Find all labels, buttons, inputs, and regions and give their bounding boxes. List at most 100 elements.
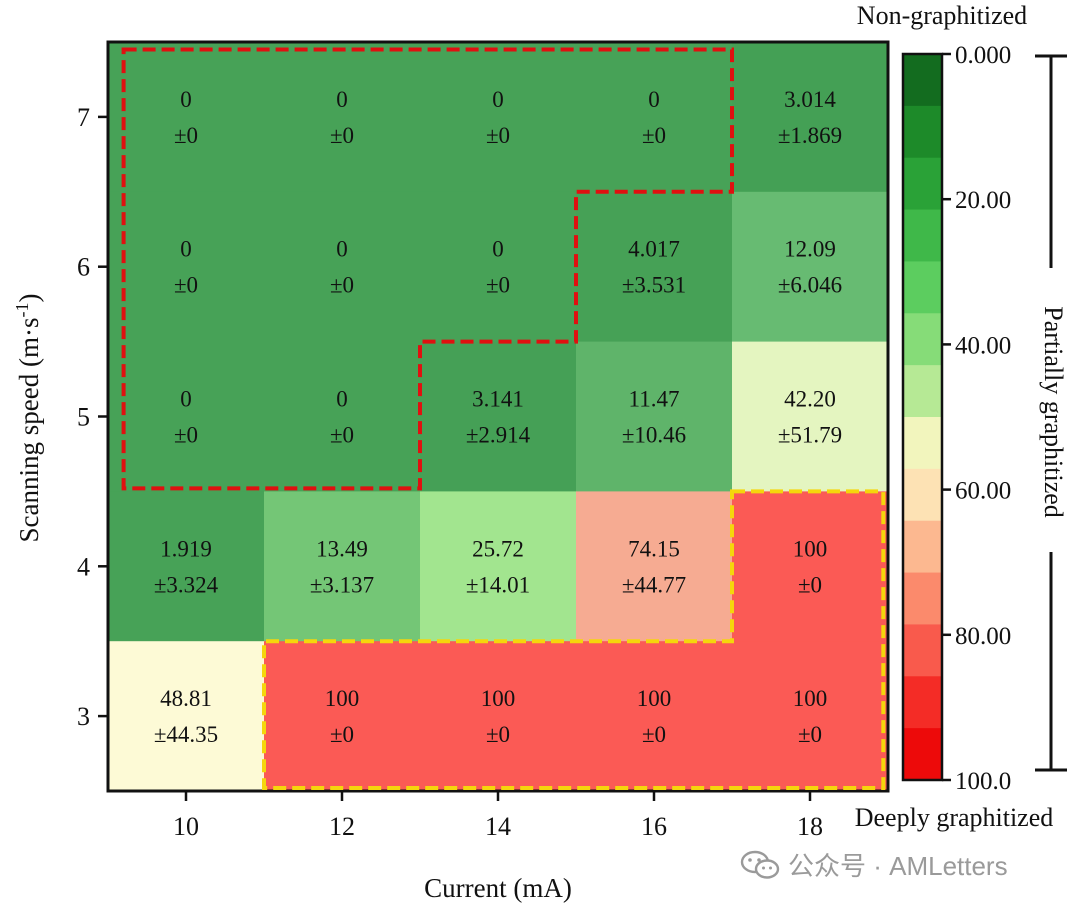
cell-value: 0 <box>336 237 348 262</box>
cell-error: ±44.35 <box>154 722 218 747</box>
heatmap-cell-3-14 <box>420 641 577 791</box>
cell-error: ±0 <box>330 423 354 448</box>
x-tick-label: 10 <box>173 812 199 841</box>
cell-error: ±10.46 <box>622 423 686 448</box>
cell-error: ±0 <box>174 123 198 148</box>
cell-error: ±0 <box>174 423 198 448</box>
cell-value: 100 <box>637 686 672 711</box>
colorbar-tick-label: 0.000 <box>955 42 1011 69</box>
cell-error: ±3.137 <box>310 572 374 597</box>
heatmap-cell-4-12 <box>264 491 421 641</box>
y-axis-label-close: ) <box>14 294 44 303</box>
cell-error: ±0 <box>798 722 822 747</box>
colorbar-swatch <box>903 54 942 106</box>
cell-value: 11.47 <box>629 387 680 412</box>
cell-value: 0 <box>492 237 504 262</box>
cell-error: ±0 <box>798 572 822 597</box>
heatmap-cell-7-16 <box>576 42 733 192</box>
cell-error: ±1.869 <box>778 123 842 148</box>
heatmap-cell-6-14 <box>420 192 577 342</box>
cell-value: 3.141 <box>472 387 524 412</box>
heatmap-cell-7-18 <box>732 42 889 192</box>
cell-value: 3.014 <box>784 87 836 112</box>
cell-value: 0 <box>180 237 192 262</box>
cell-error: ±51.79 <box>778 423 842 448</box>
heatmap-cell-6-18 <box>732 192 889 342</box>
heatmap-cell-4-10 <box>108 491 265 641</box>
cell-error: ±14.01 <box>466 572 530 597</box>
cell-value: 0 <box>492 87 504 112</box>
heatmap-cell-3-10 <box>108 641 265 791</box>
cell-value: 100 <box>793 536 828 561</box>
colorbar-swatch <box>903 573 942 625</box>
cell-value: 100 <box>793 686 828 711</box>
colorbar-swatch <box>903 210 942 262</box>
colorbar-bottom-label: Deeply graphitized <box>855 803 1054 832</box>
cell-error: ±6.046 <box>778 273 842 298</box>
cell-error: ±0 <box>330 273 354 298</box>
heatmap-cell-6-12 <box>264 192 421 342</box>
graphitization-bracket: Partially graphitized <box>1035 56 1068 770</box>
cell-error: ±0 <box>174 273 198 298</box>
cell-error: ±0 <box>486 722 510 747</box>
cell-value: 74.15 <box>628 536 680 561</box>
colorbar-swatch <box>903 676 942 728</box>
y-tick-label: 5 <box>77 403 90 432</box>
heatmap-cell-4-16 <box>576 491 733 641</box>
heatmap-cell-7-12 <box>264 42 421 192</box>
cell-value: 0 <box>180 387 192 412</box>
colorbar-tick-label: 20.00 <box>955 187 1011 214</box>
watermark: 公众号 · AMLetters <box>740 846 1008 883</box>
colorbar: 0.000 20.00 40.00 60.00 80.00 100.0 <box>903 42 1011 795</box>
cell-error: ±3.324 <box>154 572 219 597</box>
cell-value: 0 <box>648 87 660 112</box>
heatmap-cell-4-18 <box>732 491 889 641</box>
heatmap-cell-5-16 <box>576 342 733 492</box>
wechat-icon <box>740 850 780 880</box>
colorbar-swatch <box>903 728 942 780</box>
cell-value: 0 <box>336 387 348 412</box>
x-tick-label: 18 <box>797 812 823 841</box>
heatmap-cell-7-14 <box>420 42 577 192</box>
colorbar-swatch <box>903 417 942 469</box>
colorbar-middle-label: Partially graphitized <box>1039 306 1068 518</box>
cell-error: ±0 <box>642 123 666 148</box>
y-tick-label: 4 <box>77 552 90 581</box>
heatmap-cell-5-10 <box>108 342 265 492</box>
cell-value: 42.20 <box>784 387 836 412</box>
cell-value: 12.09 <box>784 237 836 262</box>
heatmap-cell-3-18 <box>732 641 889 791</box>
colorbar-swatch <box>903 261 942 313</box>
colorbar-tick-label: 100.0 <box>955 768 1011 795</box>
cell-value: 100 <box>325 686 360 711</box>
cell-value: 48.81 <box>160 686 212 711</box>
heatmap-chart: 0 ±0 0 ±0 0 ±0 0 ±0 3.014 ±1.869 0 ±0 0 ±0 0 ±0 4.017 ±3.… <box>0 0 1080 910</box>
y-axis-label: Scanning speed (m·s-1) <box>12 294 44 543</box>
colorbar-tick-label: 60.00 <box>955 478 1011 505</box>
colorbar-swatch <box>903 106 942 158</box>
cell-value: 4.017 <box>628 237 680 262</box>
cell-error: ±44.77 <box>622 572 686 597</box>
x-tick-label: 14 <box>485 812 511 841</box>
colorbar-swatch <box>903 521 942 573</box>
heatmap-cell-7-10 <box>108 42 265 192</box>
heatmap-cell-6-10 <box>108 192 265 342</box>
cell-error: ±0 <box>642 722 666 747</box>
y-tick-label: 3 <box>77 702 90 731</box>
cell-error: ±3.531 <box>622 273 686 298</box>
cell-error: ±0 <box>330 722 354 747</box>
cell-error: ±0 <box>486 123 510 148</box>
cell-error: ±2.914 <box>466 423 531 448</box>
colorbar-top-label: Non-graphitized <box>857 1 1027 30</box>
y-tick-label: 7 <box>77 103 90 132</box>
x-tick-label: 12 <box>329 812 355 841</box>
colorbar-tick-label: 40.00 <box>955 332 1011 359</box>
heatmap-cell-5-14 <box>420 342 577 492</box>
y-axis-label-superscript: -1 <box>12 303 32 318</box>
colorbar-swatch <box>903 469 942 521</box>
x-axis-label: Current (mA) <box>424 873 572 903</box>
heatmap-cell-3-12 <box>264 641 421 791</box>
heatmap-cells <box>108 42 889 792</box>
cell-value: 100 <box>481 686 516 711</box>
colorbar-swatch <box>903 158 942 210</box>
